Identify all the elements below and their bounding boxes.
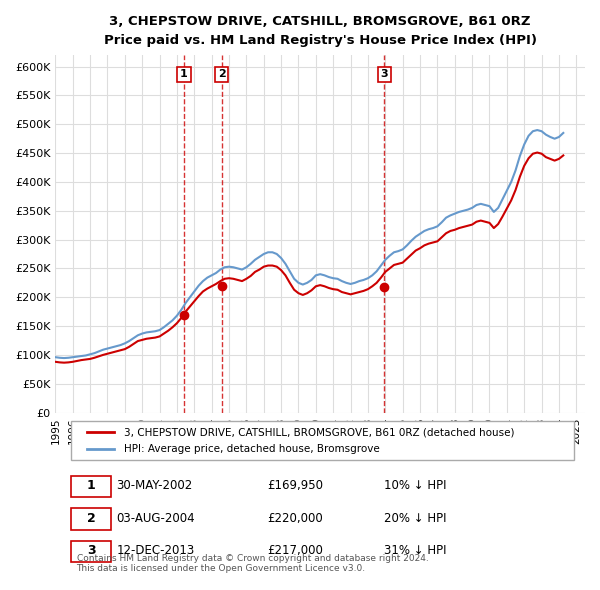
- Text: 3: 3: [87, 544, 95, 557]
- FancyBboxPatch shape: [71, 509, 111, 529]
- Text: 30-MAY-2002: 30-MAY-2002: [116, 479, 193, 492]
- Text: HPI: Average price, detached house, Bromsgrove: HPI: Average price, detached house, Brom…: [124, 444, 380, 454]
- Title: 3, CHEPSTOW DRIVE, CATSHILL, BROMSGROVE, B61 0RZ
Price paid vs. HM Land Registry: 3, CHEPSTOW DRIVE, CATSHILL, BROMSGROVE,…: [104, 15, 536, 47]
- FancyBboxPatch shape: [71, 541, 111, 562]
- Text: 1: 1: [180, 70, 188, 80]
- Text: 3, CHEPSTOW DRIVE, CATSHILL, BROMSGROVE, B61 0RZ (detached house): 3, CHEPSTOW DRIVE, CATSHILL, BROMSGROVE,…: [124, 427, 515, 437]
- Text: 1: 1: [87, 479, 95, 492]
- Text: £217,000: £217,000: [267, 544, 323, 557]
- FancyBboxPatch shape: [71, 476, 111, 497]
- Text: Contains HM Land Registry data © Crown copyright and database right 2024.
This d: Contains HM Land Registry data © Crown c…: [77, 554, 428, 573]
- Text: 2: 2: [87, 512, 95, 525]
- Text: 10% ↓ HPI: 10% ↓ HPI: [384, 479, 446, 492]
- Text: £220,000: £220,000: [267, 512, 323, 525]
- Text: 03-AUG-2004: 03-AUG-2004: [116, 512, 195, 525]
- Text: 2: 2: [218, 70, 226, 80]
- Text: 3: 3: [380, 70, 388, 80]
- Text: £169,950: £169,950: [267, 479, 323, 492]
- Text: 20% ↓ HPI: 20% ↓ HPI: [384, 512, 446, 525]
- Text: 31% ↓ HPI: 31% ↓ HPI: [384, 544, 446, 557]
- FancyBboxPatch shape: [71, 421, 574, 460]
- Text: 12-DEC-2013: 12-DEC-2013: [116, 544, 194, 557]
